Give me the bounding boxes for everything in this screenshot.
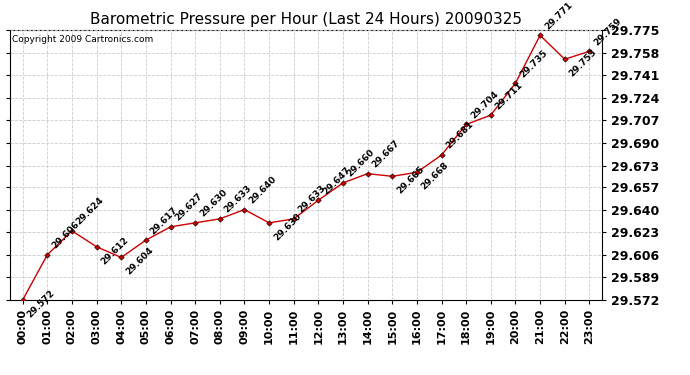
Text: 29.630: 29.630 [272, 211, 303, 242]
Text: 29.617: 29.617 [148, 205, 179, 236]
Text: 29.612: 29.612 [99, 235, 130, 266]
Text: 29.604: 29.604 [124, 246, 155, 277]
Title: Barometric Pressure per Hour (Last 24 Hours) 20090325: Barometric Pressure per Hour (Last 24 Ho… [90, 12, 522, 27]
Text: 29.667: 29.667 [371, 138, 402, 170]
Text: 29.704: 29.704 [469, 89, 500, 120]
Text: 29.627: 29.627 [173, 192, 204, 223]
Text: 29.759: 29.759 [592, 16, 623, 47]
Text: 29.630: 29.630 [198, 188, 229, 219]
Text: 29.668: 29.668 [420, 161, 451, 192]
Text: 29.606: 29.606 [50, 220, 81, 251]
Text: 29.665: 29.665 [395, 165, 426, 196]
Text: 29.753: 29.753 [567, 48, 598, 79]
Text: 29.771: 29.771 [543, 0, 574, 31]
Text: 29.640: 29.640 [247, 174, 278, 206]
Text: 29.624: 29.624 [75, 196, 106, 226]
Text: 29.681: 29.681 [444, 120, 475, 151]
Text: Copyright 2009 Cartronics.com: Copyright 2009 Cartronics.com [12, 35, 152, 44]
Text: 29.633: 29.633 [223, 184, 253, 215]
Text: 29.711: 29.711 [493, 80, 524, 111]
Text: 29.633: 29.633 [297, 184, 328, 215]
Text: 29.660: 29.660 [346, 148, 377, 179]
Text: 29.572: 29.572 [26, 288, 57, 320]
Text: 29.735: 29.735 [518, 48, 549, 79]
Text: 29.647: 29.647 [321, 165, 352, 196]
